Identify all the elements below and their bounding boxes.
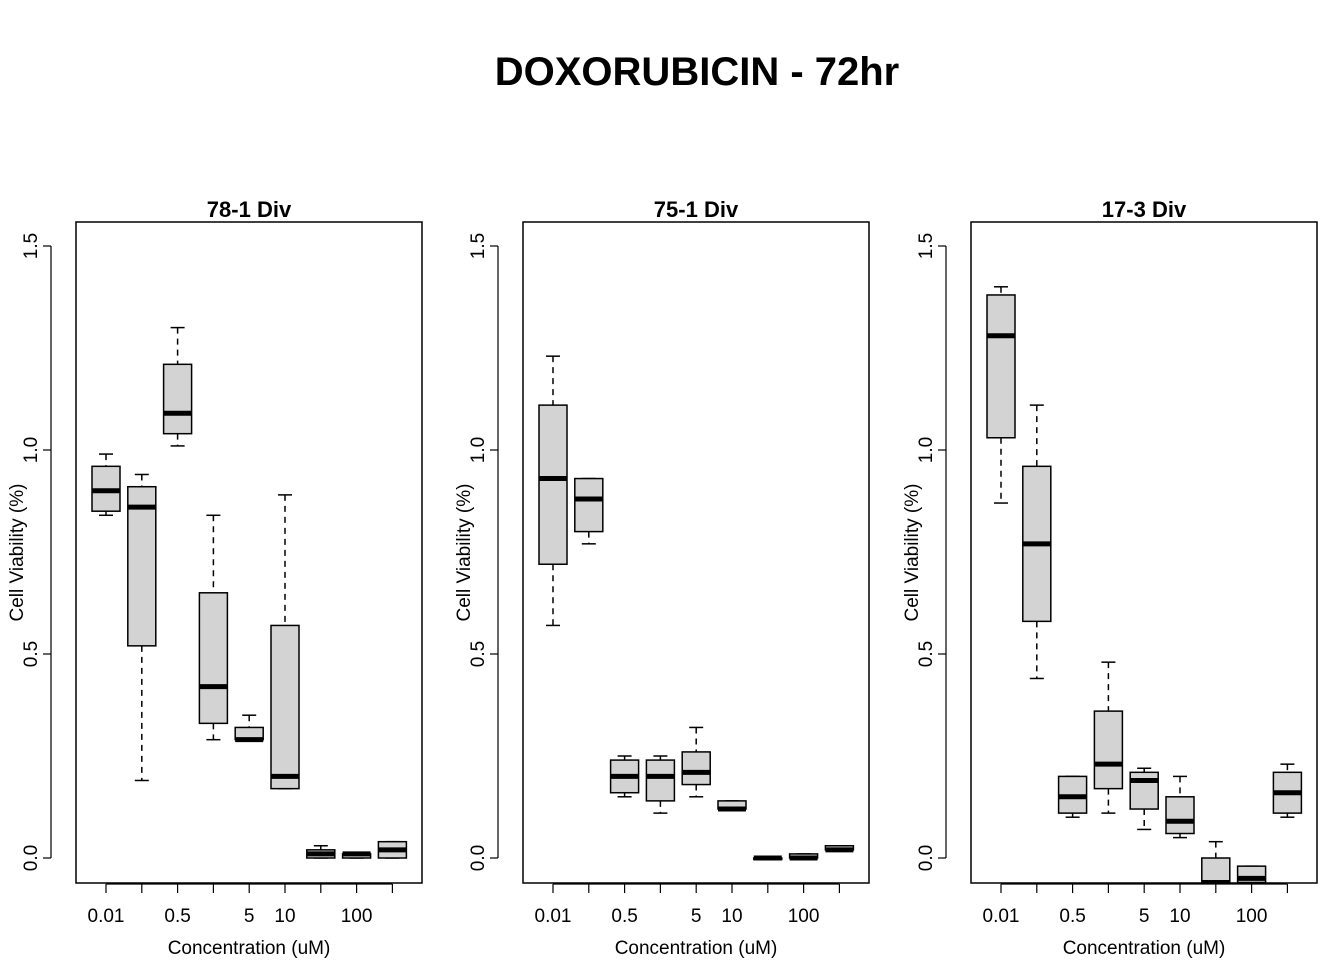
iqr-box bbox=[574, 477, 604, 533]
panel-3: 17-3 Div 0.0 0.5 1.0 1.5 Cell Viability (%) 0.… bbox=[902, 197, 1318, 959]
boxplot-series bbox=[986, 286, 1303, 883]
box-9 bbox=[1272, 763, 1303, 818]
x-tick-label: 5 bbox=[691, 906, 702, 927]
box-8 bbox=[341, 851, 372, 859]
iqr-box bbox=[1201, 857, 1231, 883]
box-4 bbox=[1093, 661, 1124, 814]
iqr-box bbox=[1093, 710, 1124, 790]
x-axis-label: Concentration (uM) bbox=[1063, 938, 1226, 959]
box-8 bbox=[1236, 865, 1267, 883]
plot-frame bbox=[522, 221, 870, 884]
box-7 bbox=[753, 855, 783, 861]
iqr-box bbox=[162, 363, 193, 435]
x-tick-label: 5 bbox=[244, 906, 255, 927]
y-tick-label: 0.5 bbox=[916, 641, 937, 667]
x-tick-label: 0.01 bbox=[535, 906, 572, 927]
y-tick-label: 0.5 bbox=[468, 641, 489, 667]
box-9 bbox=[824, 845, 855, 853]
plot-frame bbox=[75, 221, 423, 884]
iqr-box bbox=[645, 759, 676, 802]
boxplot-series bbox=[91, 326, 408, 859]
box-8 bbox=[788, 853, 819, 861]
box-9 bbox=[377, 840, 408, 859]
box-1 bbox=[91, 453, 121, 517]
iqr-box bbox=[1129, 771, 1159, 810]
panel-1: 78-1 Div 0.0 0.5 1.0 1.5 Cell Viability (%) 0.… bbox=[7, 197, 423, 959]
y-tick-label: 0.0 bbox=[21, 845, 42, 871]
x-axis-label: Concentration (uM) bbox=[615, 938, 778, 959]
box-4 bbox=[198, 514, 229, 741]
x-tick-label: 10 bbox=[274, 906, 295, 927]
box-6 bbox=[717, 800, 747, 812]
box-3 bbox=[162, 326, 193, 447]
x-axis-label: Concentration (uM) bbox=[168, 938, 331, 959]
y-tick-label: 0.5 bbox=[21, 641, 42, 667]
iqr-box bbox=[1165, 796, 1195, 835]
box-3 bbox=[609, 755, 640, 798]
box-5 bbox=[681, 726, 711, 798]
y-tick-label: 1.0 bbox=[468, 437, 489, 463]
y-tick-label: 1.5 bbox=[21, 233, 42, 259]
iqr-box bbox=[681, 751, 711, 786]
box-2 bbox=[1022, 404, 1052, 680]
box-6 bbox=[270, 494, 300, 790]
iqr-box bbox=[538, 404, 568, 565]
panel-title: 78-1 Div bbox=[207, 197, 292, 222]
iqr-box bbox=[986, 294, 1016, 439]
box-1 bbox=[538, 355, 568, 627]
x-tick-label: 100 bbox=[1236, 906, 1268, 927]
y-axis-label: Cell Viability (%) bbox=[7, 484, 28, 622]
x-tick-label: 100 bbox=[788, 906, 820, 927]
y-tick-label: 0.0 bbox=[468, 845, 489, 871]
y-tick-label: 1.0 bbox=[21, 437, 42, 463]
box-6 bbox=[1165, 775, 1195, 839]
x-tick-label: 5 bbox=[1139, 906, 1150, 927]
iqr-box bbox=[198, 592, 229, 725]
y-tick-label: 1.0 bbox=[916, 437, 937, 463]
x-tick-label: 0.5 bbox=[1059, 906, 1085, 927]
x-tick-label: 0.01 bbox=[983, 906, 1020, 927]
box-2 bbox=[127, 473, 157, 782]
box-2 bbox=[574, 477, 604, 545]
x-tick-label: 0.01 bbox=[88, 906, 125, 927]
x-tick-label: 0.5 bbox=[611, 906, 637, 927]
y-tick-label: 0.0 bbox=[916, 845, 937, 871]
y-tick-label: 1.5 bbox=[916, 233, 937, 259]
plot-frame bbox=[970, 221, 1318, 884]
box-7 bbox=[306, 845, 336, 859]
y-axis-label: Cell Viability (%) bbox=[902, 484, 923, 622]
box-1 bbox=[986, 286, 1016, 504]
box-7 bbox=[1201, 840, 1231, 883]
box-5 bbox=[234, 714, 264, 743]
x-tick-label: 10 bbox=[721, 906, 742, 927]
box-5 bbox=[1129, 767, 1159, 831]
iqr-box bbox=[127, 485, 157, 647]
box-4 bbox=[645, 755, 676, 814]
panel-title: 17-3 Div bbox=[1102, 197, 1187, 222]
x-tick-label: 0.5 bbox=[164, 906, 190, 927]
iqr-box bbox=[270, 624, 300, 790]
main-title: DOXORUBICIN - 72hr bbox=[494, 50, 900, 94]
box-3 bbox=[1057, 775, 1088, 818]
y-tick-label: 1.5 bbox=[468, 233, 489, 259]
panel-2: 75-1 Div 0.0 0.5 1.0 1.5 Cell Viability (%) 0.… bbox=[454, 197, 870, 959]
boxplot-series bbox=[538, 355, 855, 861]
y-axis-label: Cell Viability (%) bbox=[454, 484, 475, 622]
x-tick-label: 10 bbox=[1169, 906, 1190, 927]
panel-title: 75-1 Div bbox=[654, 197, 739, 222]
x-tick-label: 100 bbox=[341, 906, 373, 927]
